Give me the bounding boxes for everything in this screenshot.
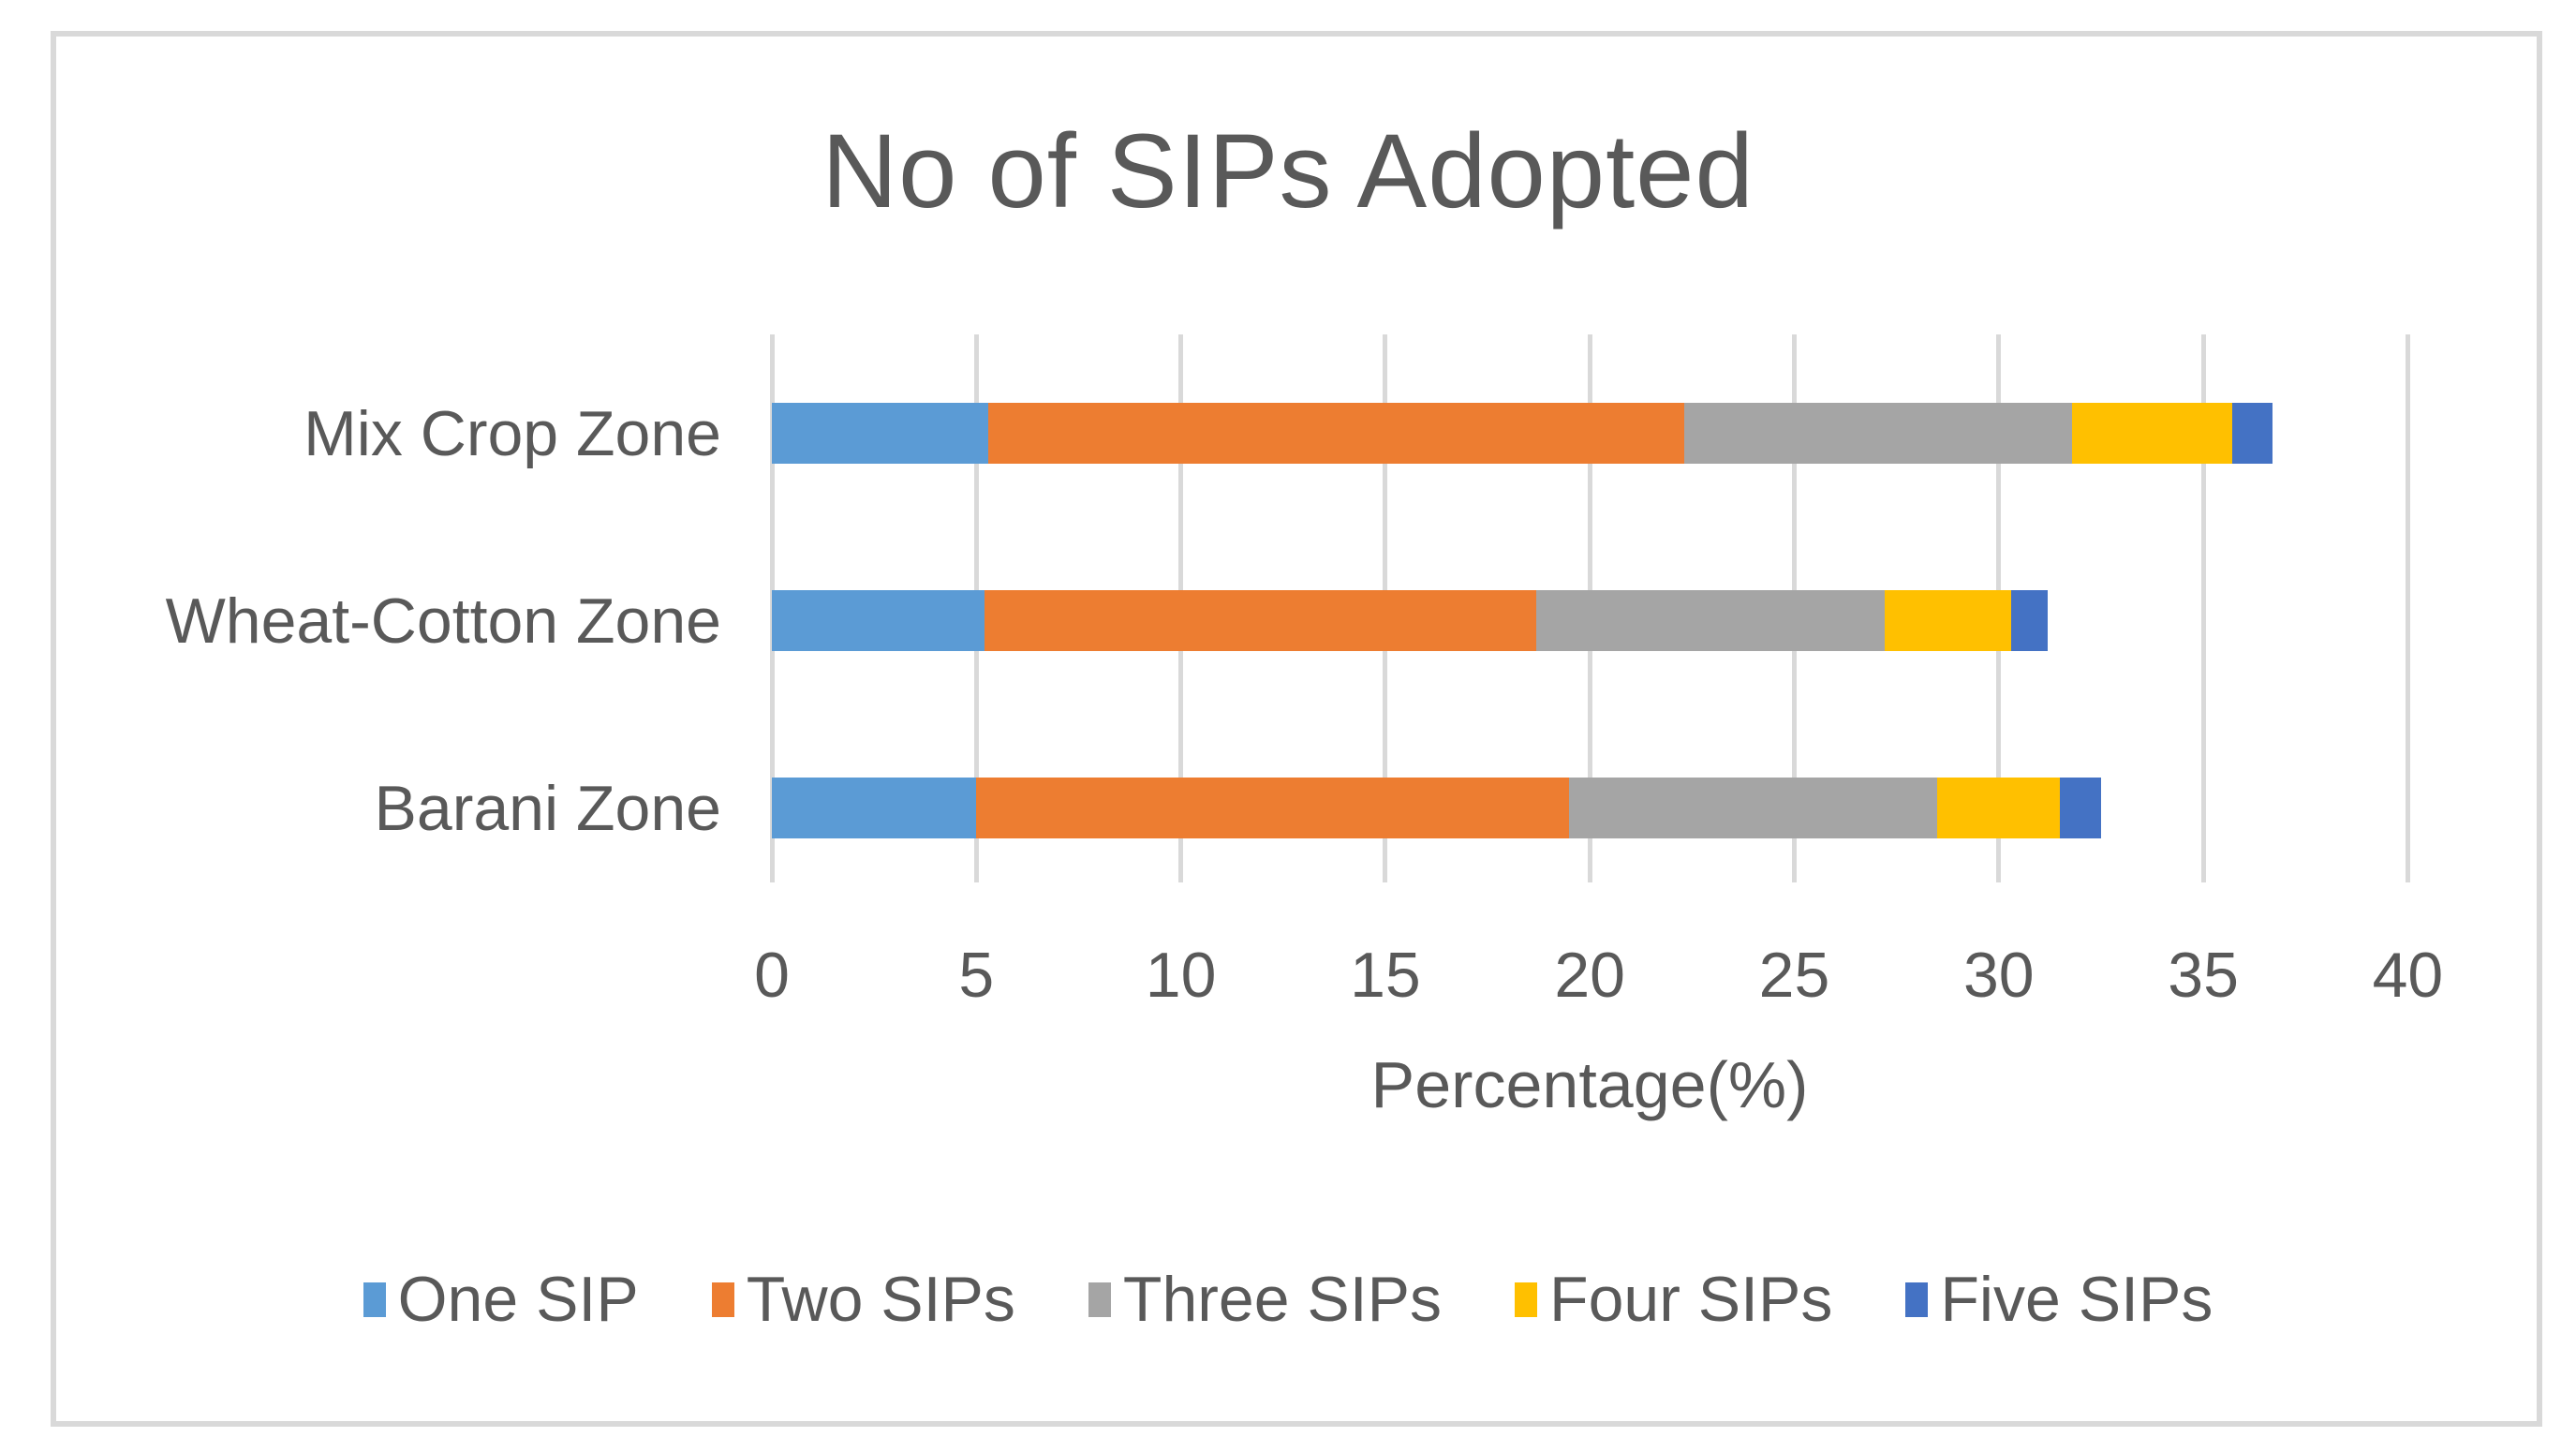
- x-tick-label: 30: [1962, 940, 2035, 1011]
- legend-item: Three SIPs: [1088, 1263, 1442, 1336]
- bar-segment: [988, 403, 1684, 464]
- bar-segment: [2231, 403, 2273, 464]
- legend-item: One SIP: [363, 1263, 639, 1336]
- bar-segment: [1937, 778, 2061, 838]
- legend-item: Four SIPs: [1515, 1263, 1832, 1336]
- x-tick-label: 10: [1145, 940, 1217, 1011]
- legend-marker-icon: [1515, 1282, 1538, 1317]
- bar-segment: [1536, 590, 1885, 651]
- legend-label: Two SIPs: [746, 1264, 1015, 1335]
- category-label: Barani Zone: [374, 772, 721, 844]
- chart-title: No of SIPs Adopted: [822, 112, 1754, 230]
- bar-segment: [772, 590, 985, 651]
- legend-marker-icon: [1088, 1282, 1111, 1317]
- chart-border: [51, 31, 2542, 1427]
- legend: One SIP Two SIPs Three SIPs Four SIPs Five S…: [0, 1263, 2576, 1336]
- legend-label: Three SIPs: [1122, 1264, 1443, 1335]
- x-tick-label: 5: [958, 940, 995, 1011]
- x-tick-label: 40: [2372, 940, 2444, 1011]
- gridline-x-35: [2201, 334, 2206, 882]
- bar-segment: [772, 403, 989, 464]
- gridline-x-40: [2406, 334, 2410, 882]
- legend-marker-icon: [1905, 1282, 1929, 1317]
- bar-segment: [2060, 778, 2101, 838]
- legend-item: Two SIPs: [711, 1263, 1015, 1336]
- legend-label: Five SIPs: [1940, 1264, 2213, 1335]
- bar-segment: [1884, 590, 2011, 651]
- category-label: Wheat-Cotton Zone: [165, 585, 721, 657]
- bar-segment: [976, 778, 1570, 838]
- category-label: Mix Crop Zone: [303, 397, 721, 469]
- x-axis-title: Percentage(%): [1370, 1048, 1809, 1121]
- x-tick-label: 0: [754, 940, 790, 1011]
- bar-segment: [985, 590, 1537, 651]
- bar-segment: [772, 778, 977, 838]
- legend-label: Four SIPs: [1549, 1264, 1833, 1335]
- bar-segment: [2072, 403, 2232, 464]
- x-tick-label: 20: [1554, 940, 1626, 1011]
- bar-segment: [1683, 403, 2073, 464]
- x-tick-label: 25: [1758, 940, 1830, 1011]
- legend-label: One SIP: [397, 1264, 639, 1335]
- x-tick-label: 15: [1350, 940, 1421, 1011]
- legend-marker-icon: [711, 1282, 734, 1317]
- bar-segment: [1569, 778, 1938, 838]
- legend-item: Five SIPs: [1905, 1263, 2213, 1336]
- legend-marker-icon: [363, 1282, 386, 1317]
- bar-segment: [2010, 590, 2049, 651]
- x-tick-label: 35: [2168, 940, 2239, 1011]
